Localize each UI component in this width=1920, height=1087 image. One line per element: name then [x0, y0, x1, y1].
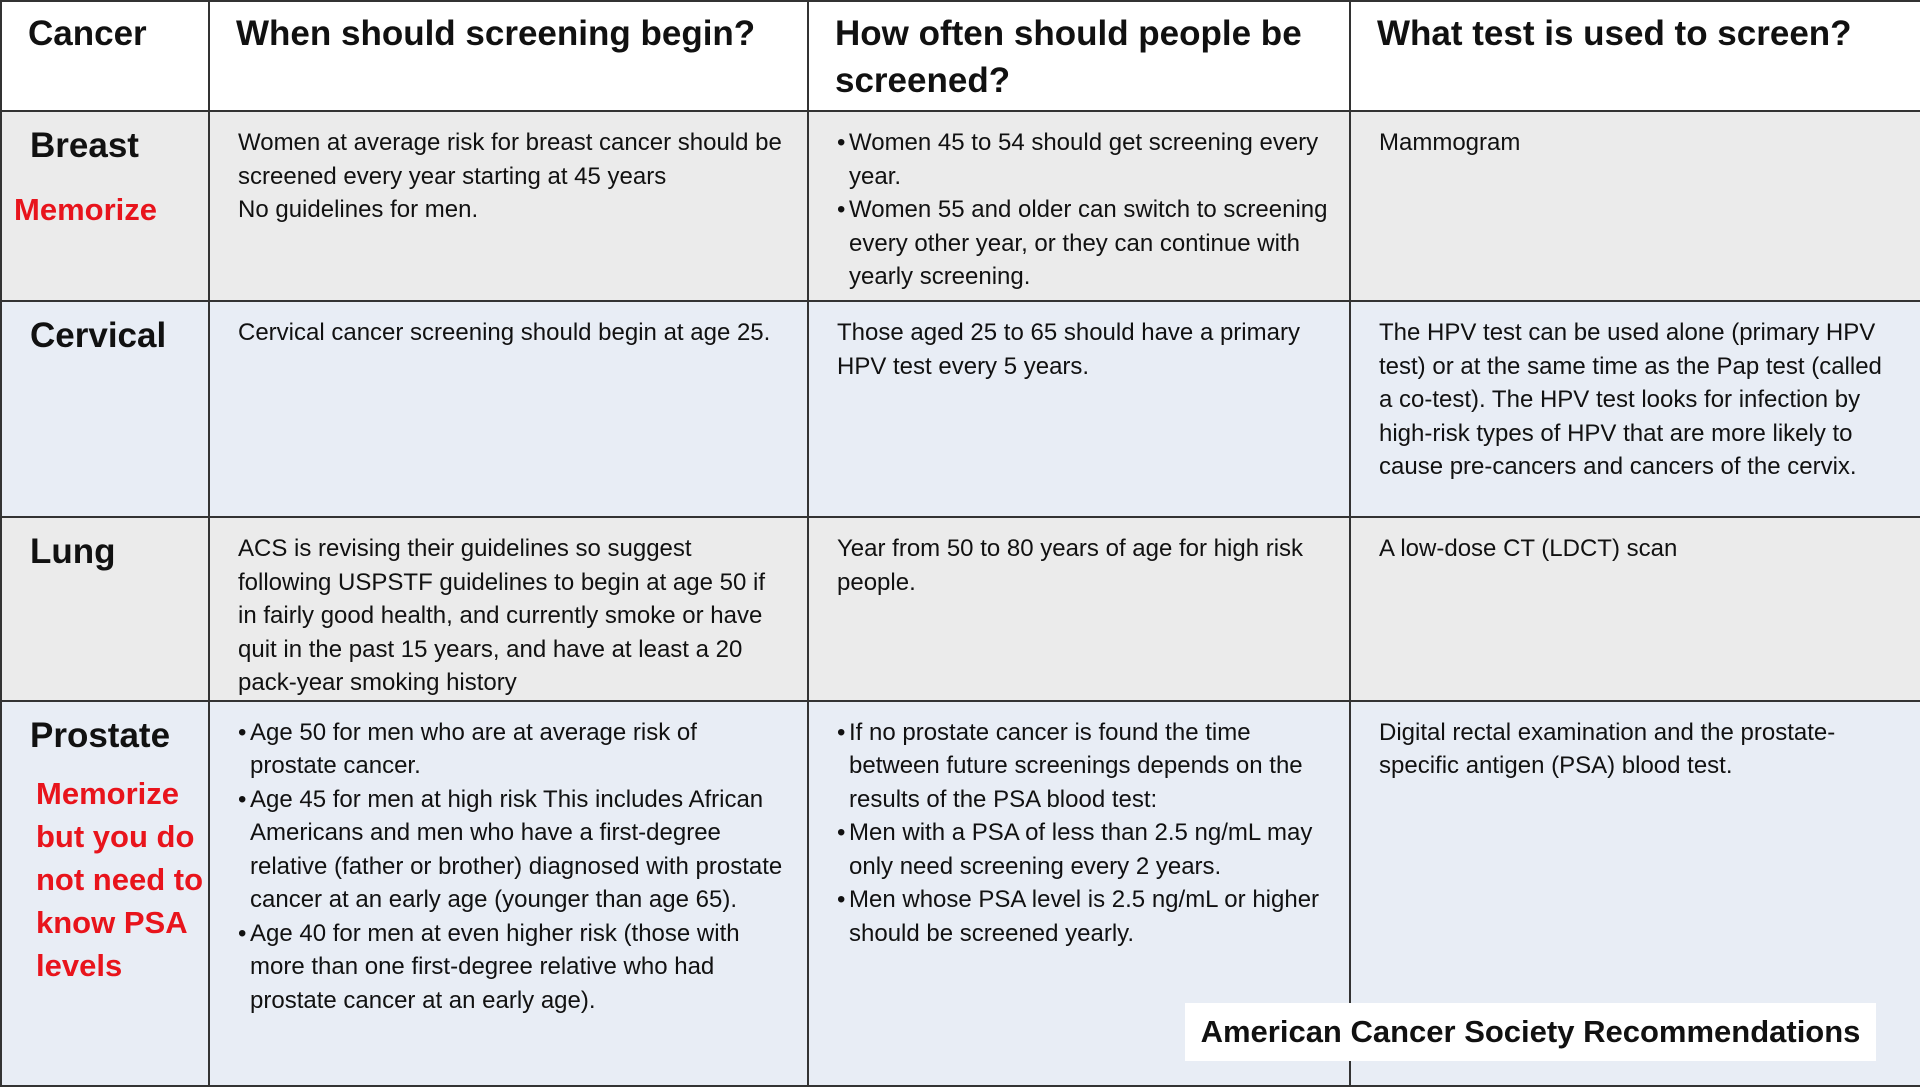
memorize-note: Memorize but you do not need to know PSA…: [36, 775, 204, 983]
table-row-lung: Lung ACS is revising their guidelines so…: [0, 516, 1920, 702]
header-frequency: How often should people be screened?: [807, 0, 1351, 112]
bullet-item: Men whose PSA level is 2.5 ng/mL or high…: [837, 883, 1329, 950]
memorize-note: Memorize: [14, 192, 157, 227]
cancer-name: Lung: [30, 532, 116, 571]
table-row-cervical: Cervical Cervical cancer screening shoul…: [0, 300, 1920, 518]
bullet-item: If no prostate cancer is found the time …: [837, 716, 1329, 817]
header-row: Cancer When should screening begin? How …: [0, 0, 1920, 112]
begin-text: Women at average risk for breast cancer …: [238, 129, 782, 190]
frequency-cell: Those aged 25 to 65 should have a primar…: [807, 300, 1351, 518]
test-cell: The HPV test can be used alone (primary …: [1349, 300, 1920, 518]
frequency-cell: Women 45 to 54 should get screening ever…: [807, 110, 1351, 302]
bullet-item: Women 55 and older can switch to screeni…: [837, 193, 1329, 294]
bullet-item: Age 40 for men at even higher risk (thos…: [238, 917, 787, 1018]
begin-cell: Cervical cancer screening should begin a…: [208, 300, 809, 518]
bullet-item: Age 45 for men at high risk This include…: [238, 783, 787, 917]
bullet-item: Age 50 for men who are at average risk o…: [238, 716, 787, 783]
frequency-cell: Year from 50 to 80 years of age for high…: [807, 516, 1351, 702]
cancer-name: Breast: [30, 126, 139, 165]
source-caption: American Cancer Society Recommendations: [1185, 1003, 1876, 1061]
header-begin: When should screening begin?: [208, 0, 809, 112]
begin-cell: Women at average risk for breast cancer …: [208, 110, 809, 302]
cancer-name: Prostate: [30, 715, 171, 755]
test-cell: Mammogram: [1349, 110, 1920, 302]
begin-cell: ACS is revising their guidelines so sugg…: [208, 516, 809, 702]
bullet-item: Women 45 to 54 should get screening ever…: [837, 126, 1329, 193]
begin-cell: Age 50 for men who are at average risk o…: [208, 699, 809, 1087]
header-test: What test is used to screen?: [1349, 0, 1920, 112]
table-row-breast: Breast Memorize Women at average risk for…: [0, 110, 1920, 302]
bullet-item: Men with a PSA of less than 2.5 ng/mL ma…: [837, 816, 1329, 883]
frequency-cell: If no prostate cancer is found the time …: [807, 699, 1351, 1087]
begin-text: No guidelines for men.: [238, 196, 479, 223]
test-cell: A low-dose CT (LDCT) scan: [1349, 516, 1920, 702]
cancer-name: Cervical: [30, 316, 167, 355]
header-cancer: Cancer: [0, 0, 210, 112]
